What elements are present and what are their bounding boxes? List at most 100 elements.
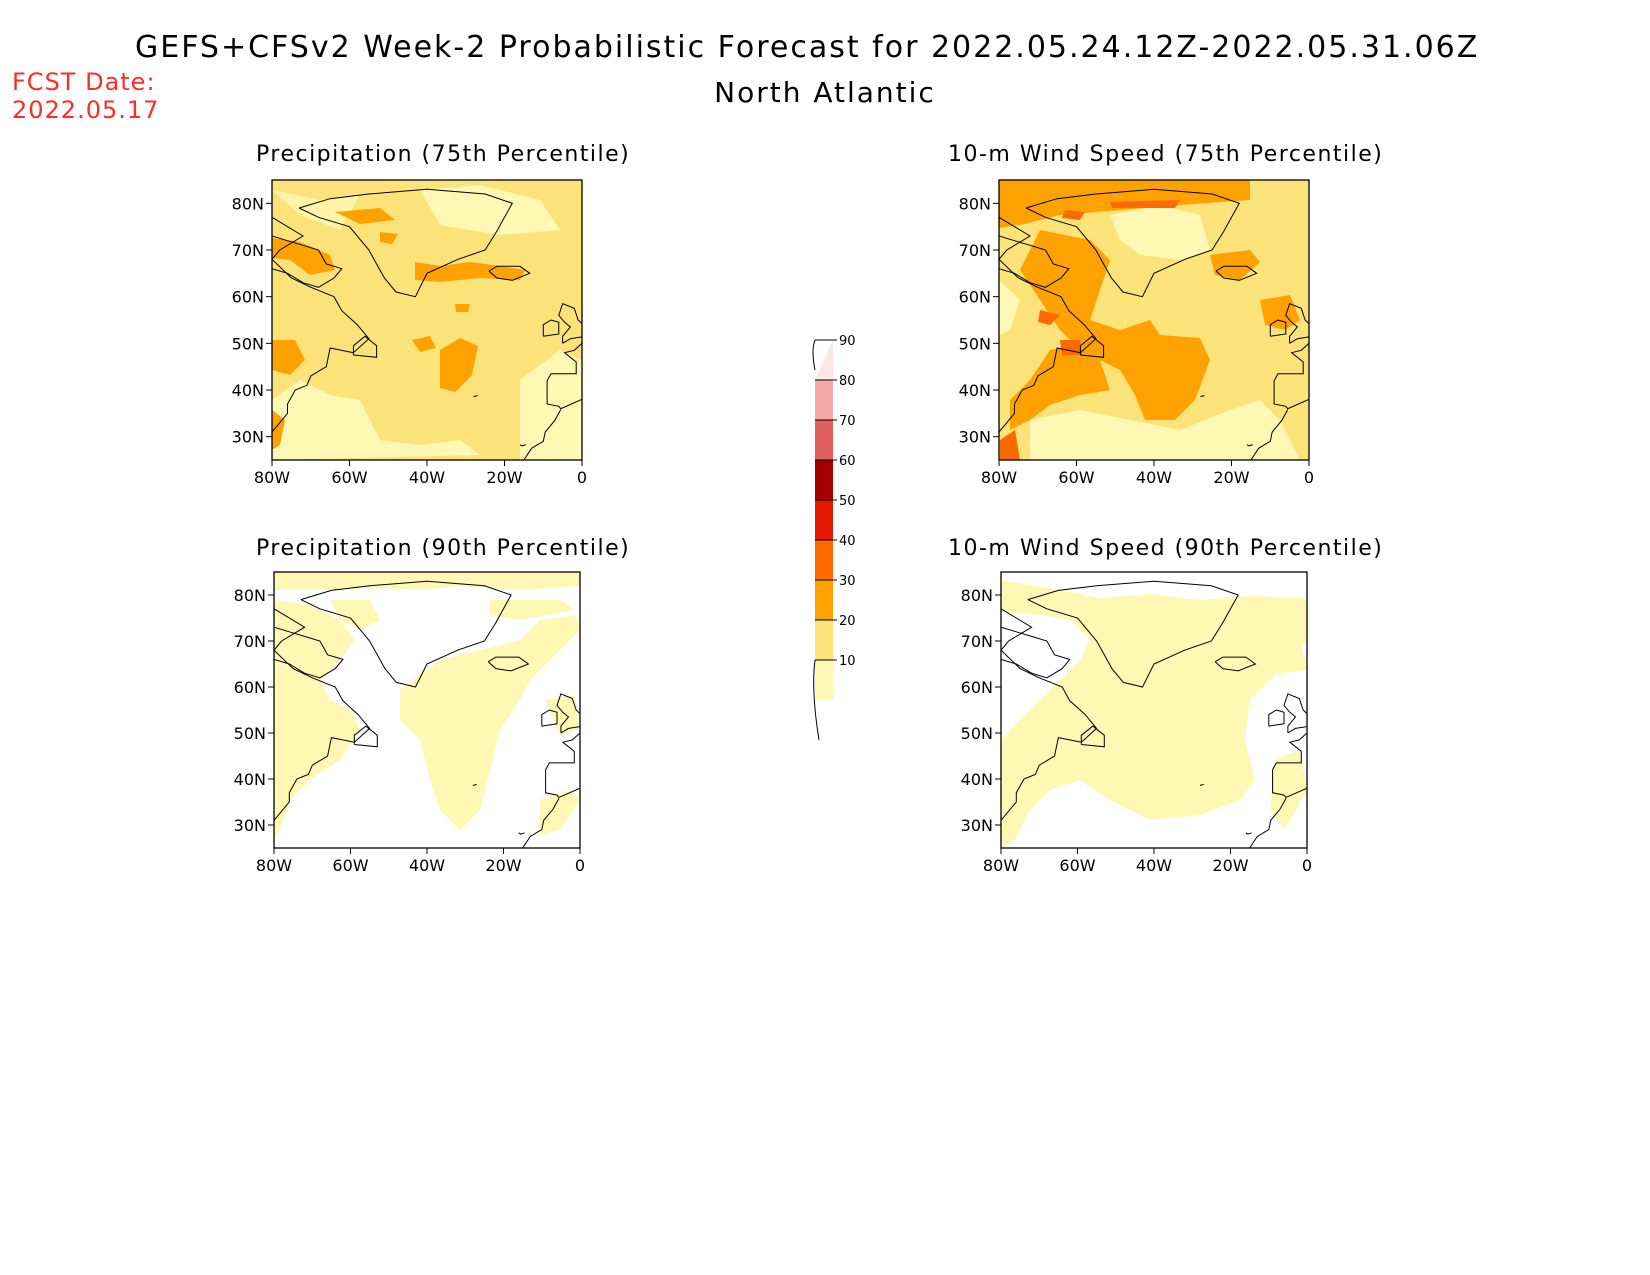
panel-title-precip-90: Precipitation (90th Percentile) [256,536,631,561]
page-title: GEFS+CFSv2 Week-2 Probabilistic Forecast… [135,30,1480,65]
lat-tick-label: 70N [232,241,264,260]
region-subtitle: North Atlantic [714,76,936,109]
lat-tick-label: 70N [959,241,991,260]
colorbar-bottom-curve [813,659,820,741]
coastline-precip-90 [274,580,580,848]
lon-tick-label: 0 [577,468,587,487]
colorbar-tick-label: 20 [839,614,856,629]
colorbar-box [815,500,833,540]
coastline-wind-90 [1001,580,1307,848]
colorbar-box [815,420,833,460]
coastline-segment [1268,709,1285,727]
lon-tick-label: 80W [981,468,1017,487]
coastline-segment [272,216,370,433]
lat-tick-label: 40N [961,770,993,789]
lon-tick-label: 60W [332,856,368,875]
lon-tick-label: 60W [1058,468,1094,487]
lat-tick-label: 30N [959,428,991,447]
coastline-segment [1001,626,1071,679]
lon-tick-label: 40W [1136,468,1172,487]
forecast-date-block: FCST Date: 2022.05.17 [12,68,159,124]
lat-tick-label: 60N [232,288,264,307]
coastline-segment [472,784,477,786]
lat-tick-label: 40N [959,381,991,400]
coastline-segment [1273,342,1309,410]
colorbar-box [815,580,833,620]
coastline-segment [1027,580,1239,688]
coastline-segment [274,626,344,679]
colorbar-tick-label: 10 [839,654,856,669]
lat-tick-label: 40N [232,381,264,400]
lon-tick-label: 20W [486,468,522,487]
coastline-segment [519,444,526,447]
lon-tick-label: 80W [254,468,290,487]
lat-tick-label: 60N [961,678,993,697]
coastline-segment [546,342,582,410]
lat-tick-label: 80N [234,586,266,605]
lon-tick-label: 0 [575,856,585,875]
coastline-segment [999,216,1097,433]
colorbar-tick-label: 50 [839,494,856,509]
coastline-segment [1199,784,1204,786]
coastline-segment [1283,693,1307,734]
lat-tick-label: 30N [961,816,993,835]
coastline-segment [1246,444,1253,447]
coastline-segment [300,580,512,688]
coastline-segment [1249,798,1287,848]
panel-title-wind-90: 10-m Wind Speed (90th Percentile) [948,536,1384,561]
colorbar-tick-label: 30 [839,574,856,589]
colorbar-box [815,460,833,500]
coastline-segment [523,409,562,460]
coastline-segment [542,319,560,337]
coastline-wind-75 [999,188,1309,460]
lat-tick-label: 80N [232,194,264,213]
coastline-segment [1269,319,1287,337]
map-precip-90 [274,572,580,848]
colorbar-tick-label: 70 [839,414,856,429]
lat-tick-label: 70N [234,632,266,651]
coastline-segment [541,709,558,727]
coastline-segment [298,188,514,298]
coastline-segment [352,335,378,358]
coastline-segment [1080,725,1105,748]
coastline-segment [1200,395,1205,397]
colorbar-box [815,660,833,700]
lat-tick-label: 30N [234,816,266,835]
lat-tick-label: 40N [234,770,266,789]
coastline-segment [487,656,530,672]
colorbar-tick-label: 60 [839,454,856,469]
lon-tick-label: 40W [409,856,445,875]
lat-tick-label: 30N [232,428,264,447]
forecast-date-value: 2022.05.17 [12,96,160,124]
colorbar-tick-label: 90 [839,334,856,349]
colorbar-box [815,340,833,380]
coastline-precip-75 [272,188,582,460]
lat-tick-label: 60N [234,678,266,697]
lat-tick-label: 80N [959,194,991,213]
coastline-segment [558,303,582,344]
lat-tick-label: 60N [959,288,991,307]
lat-tick-label: 50N [232,334,264,353]
coastline-segment [473,395,478,397]
map-precip-75 [272,180,582,460]
map-wind-75 [999,180,1309,460]
lon-tick-label: 40W [409,468,445,487]
coastline-segment [545,732,580,799]
axes-layer: 80W 60W 40W 20W 0 80N 70N 60N 50N 40N 30N 80W 60W 40W… [232,194,1314,875]
lon-tick-label: 20W [1213,468,1249,487]
coastline-segment [1214,656,1257,672]
colorbar-tick-label: 80 [839,374,856,389]
panel-title-wind-75: 10-m Wind Speed (75th Percentile) [948,142,1384,167]
lat-tick-label: 50N [234,724,266,743]
colorbar-box [815,540,833,580]
coastline-segment [522,798,560,848]
coastline-segment [1285,303,1309,344]
coastline-segment [1245,832,1252,835]
lon-tick-label: 20W [485,856,521,875]
panel-title-precip-75: Precipitation (75th Percentile) [256,142,631,167]
coastline-segment [1001,608,1098,821]
coastline-segment [999,235,1070,288]
coastline-segment [1215,265,1258,281]
coastline-segment [556,693,580,734]
